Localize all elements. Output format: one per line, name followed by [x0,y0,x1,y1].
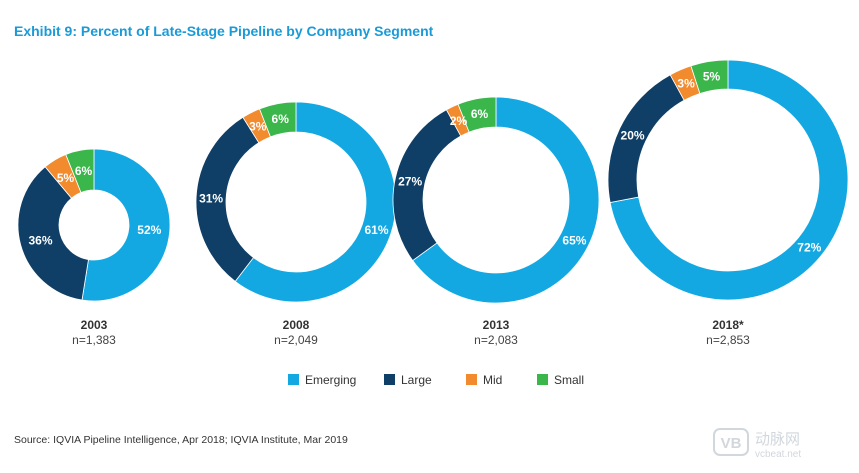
slice-emerging [81,148,171,302]
sample-size-label: n=1,383 [72,333,116,347]
watermark-logo: VB 动脉网 vcbeat.net [713,428,801,460]
slice-label-mid: 3% [677,77,695,91]
legend-swatch [537,374,548,385]
slice-label-mid: 3% [249,120,267,134]
slice-emerging [234,101,397,303]
sample-size-label: n=2,083 [474,333,518,347]
slice-label-small: 6% [75,164,93,178]
donut-labels: 65% 27% 2% 6% [398,107,587,247]
legend-item-large: Large [384,373,432,387]
slice-label-large: 36% [28,233,52,247]
chart-title: Exhibit 9: Percent of Late-Stage Pipelin… [14,23,434,39]
slice-label-small: 6% [471,107,489,121]
slice-label-small: 5% [703,69,721,83]
sample-size-label: n=2,049 [274,333,318,347]
legend-swatch [466,374,477,385]
slice-label-emerging: 61% [364,223,388,237]
legend-swatch [288,374,299,385]
year-label: 2008 [283,318,310,332]
slice-label-large: 31% [199,192,223,206]
year-label: 2003 [81,318,108,332]
donut-labels: 61% 31% 3% 6% [199,112,389,237]
slice-label-small: 6% [272,112,290,126]
legend: Emerging Large Mid Small [288,373,584,387]
slice-small [457,96,497,133]
watermark-brand-text: 动脉网 [755,430,800,448]
source-note: Source: IQVIA Pipeline Intelligence, Apr… [14,434,348,446]
slice-label-large: 27% [398,174,422,188]
legend-swatch [384,374,395,385]
legend-label: Small [554,373,584,387]
watermark-logo-text: VB [721,435,742,452]
slice-label-emerging: 72% [797,241,821,255]
slice-emerging [412,96,600,304]
year-label: 2013 [483,318,510,332]
slice-small [690,59,729,94]
slice-small [65,148,95,194]
donut-2018: 72% 20% 3% 5% 2018*n=2,853 [607,59,849,347]
slice-label-emerging: 52% [137,223,161,237]
slice-emerging [609,59,849,301]
legend-label: Emerging [305,373,356,387]
donut-group: 52%36%5% 6%2003n=1,38361%31%3%6%2008n=2,0… [17,59,849,347]
legend-item-emerging: Emerging [288,373,356,387]
slice-label-large: 20% [621,129,645,143]
slice-small [259,101,297,138]
year-label: 2018* [712,318,744,332]
sample-size-label: n=2,853 [706,333,750,347]
slice-large [17,166,89,301]
donut-labels: 72% 20% 3% 5% [621,69,822,254]
slice-label-mid: 2% [450,114,468,128]
legend-label: Mid [483,373,502,387]
slice-label-mid: 5% [57,171,75,185]
watermark-url-text: vcbeat.net [755,449,801,460]
slice-label-emerging: 65% [562,233,586,247]
donut-labels: 52% 36% 5% 6% [28,164,161,247]
slice-large [607,74,685,203]
legend-item-mid: Mid [466,373,502,387]
legend-item-small: Small [537,373,584,387]
legend-label: Large [401,373,432,387]
